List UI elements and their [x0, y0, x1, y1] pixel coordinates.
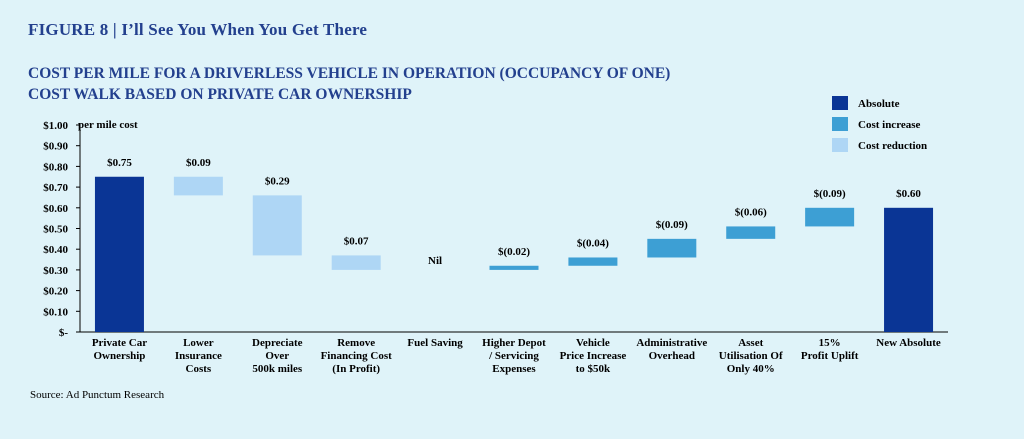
- y-tick-label: $0.40: [43, 244, 68, 256]
- figure-label: FIGURE 8: [28, 20, 109, 39]
- legend-swatch-reduction: [832, 138, 848, 152]
- y-axis-label: per mile cost: [78, 119, 138, 131]
- y-tick-label: $0.80: [43, 161, 68, 173]
- legend-label: Cost reduction: [858, 140, 927, 152]
- figure-title: FIGURE 8 | I’ll See You When You Get The…: [28, 20, 367, 40]
- x-tick-label: Price Increase: [560, 350, 627, 362]
- x-tick-label: Insurance: [175, 350, 222, 362]
- bar-increase: [647, 238, 697, 258]
- x-tick-label: Depreciate: [252, 337, 303, 349]
- x-tick-label: Utilisation Of: [719, 350, 783, 362]
- x-tick-label: Over: [265, 350, 289, 362]
- y-tick-label: $0.20: [43, 286, 68, 298]
- data-label: $0.75: [107, 157, 132, 169]
- x-tick-label: Private Car: [92, 337, 147, 349]
- bar-increase: [568, 257, 618, 266]
- y-tick-label: $0.30: [43, 265, 68, 277]
- legend-swatch-increase: [832, 117, 848, 131]
- x-tick-label: New Absolute: [876, 337, 941, 349]
- x-tick-label: Financing Cost: [321, 350, 393, 362]
- data-label: $(0.06): [735, 206, 767, 218]
- legend-swatch-absolute: [832, 96, 848, 110]
- x-tick-label: Profit Uplift: [801, 350, 859, 362]
- x-tick-label: Remove: [337, 337, 375, 349]
- bar-reduction: [252, 195, 302, 256]
- legend-label: Cost increase: [858, 119, 921, 131]
- data-label: $0.29: [265, 175, 290, 187]
- x-tick-label: Overhead: [649, 350, 695, 362]
- y-tick-label: $0.90: [43, 141, 68, 153]
- bar-increase: [489, 265, 539, 270]
- figure-title-text: I’ll See You When You Get There: [121, 20, 368, 39]
- bar-increase: [805, 207, 855, 227]
- y-tick-label: $0.60: [43, 203, 68, 215]
- figure-separator: |: [112, 20, 117, 39]
- x-tick-label: Higher Depot: [482, 337, 546, 349]
- chart-title-line-1: COST PER MILE FOR A DRIVERLESS VEHICLE I…: [28, 65, 671, 82]
- y-tick-label: $1.00: [43, 120, 68, 132]
- x-tick-label: Vehicle: [576, 337, 610, 349]
- bar-reduction: [331, 255, 381, 270]
- x-tick-label: to $50k: [576, 363, 611, 375]
- bar-absolute: [94, 176, 144, 332]
- bar-reduction: [173, 176, 223, 196]
- y-tick-label: $0.50: [43, 224, 68, 236]
- data-label: $(0.09): [814, 188, 846, 200]
- bar-absolute: [884, 207, 934, 332]
- data-label: $0.07: [344, 235, 369, 247]
- data-label: $0.60: [896, 188, 921, 200]
- data-label: $(0.02): [498, 246, 530, 258]
- x-tick-label: Lower: [183, 337, 214, 349]
- legend-label: Absolute: [858, 98, 900, 110]
- x-tick-label: Ownership: [93, 350, 145, 362]
- x-tick-label: 15%: [819, 337, 841, 349]
- data-label: $(0.04): [577, 237, 609, 249]
- data-label: $0.09: [186, 157, 211, 169]
- x-tick-label: Fuel Saving: [407, 337, 463, 349]
- bar-increase: [726, 226, 776, 239]
- data-label: Nil: [428, 255, 442, 267]
- y-tick-label: $0.10: [43, 306, 68, 318]
- data-label: $(0.09): [656, 219, 688, 231]
- x-tick-label: Administrative: [636, 337, 707, 349]
- x-tick-label: Only 40%: [727, 363, 775, 375]
- chart-title: COST PER MILE FOR A DRIVERLESS VEHICLE I…: [28, 63, 670, 105]
- y-tick-label: $0.70: [43, 182, 68, 194]
- source-note: Source: Ad Punctum Research: [30, 389, 165, 401]
- x-tick-label: / Servicing: [488, 350, 539, 362]
- x-tick-label: 500k miles: [252, 363, 303, 375]
- x-tick-label: Expenses: [492, 363, 536, 375]
- x-tick-label: Asset: [738, 337, 763, 349]
- chart-title-line-2: COST WALK BASED ON PRIVATE CAR OWNERSHIP: [28, 86, 412, 103]
- x-tick-label: Costs: [186, 363, 212, 375]
- x-tick-label: (In Profit): [332, 363, 380, 375]
- y-tick-label: $-: [59, 327, 69, 339]
